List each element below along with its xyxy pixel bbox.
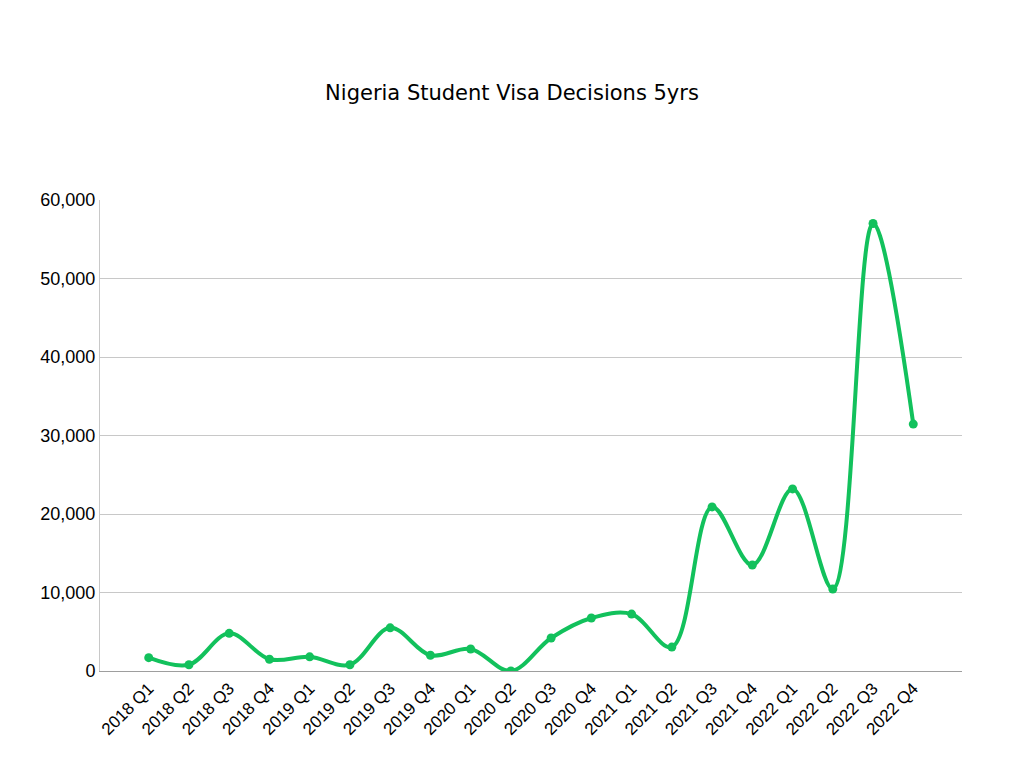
svg-text:2022 Q3: 2022 Q3 bbox=[822, 679, 882, 739]
svg-text:2020 Q2: 2020 Q2 bbox=[460, 679, 520, 739]
svg-text:2018 Q2: 2018 Q2 bbox=[138, 679, 198, 739]
svg-text:2019 Q4: 2019 Q4 bbox=[380, 679, 440, 739]
svg-text:2021 Q3: 2021 Q3 bbox=[661, 679, 721, 739]
svg-text:2018 Q1: 2018 Q1 bbox=[98, 679, 158, 739]
svg-text:10,000: 10,000 bbox=[40, 583, 95, 603]
svg-text:2019 Q2: 2019 Q2 bbox=[299, 679, 359, 739]
svg-text:2018 Q3: 2018 Q3 bbox=[178, 679, 238, 739]
svg-text:20,000: 20,000 bbox=[40, 504, 95, 524]
svg-text:2022 Q2: 2022 Q2 bbox=[782, 679, 842, 739]
svg-text:2020 Q3: 2020 Q3 bbox=[500, 679, 560, 739]
svg-text:2021 Q2: 2021 Q2 bbox=[621, 679, 681, 739]
svg-text:2020 Q4: 2020 Q4 bbox=[541, 679, 601, 739]
svg-text:2022 Q4: 2022 Q4 bbox=[863, 679, 923, 739]
svg-text:2018 Q4: 2018 Q4 bbox=[219, 679, 279, 739]
svg-text:2020 Q1: 2020 Q1 bbox=[420, 679, 480, 739]
svg-text:0: 0 bbox=[85, 661, 95, 681]
svg-text:30,000: 30,000 bbox=[40, 426, 95, 446]
svg-text:2021 Q4: 2021 Q4 bbox=[702, 679, 762, 739]
svg-text:2022 Q1: 2022 Q1 bbox=[742, 679, 802, 739]
svg-text:50,000: 50,000 bbox=[40, 269, 95, 289]
svg-text:40,000: 40,000 bbox=[40, 347, 95, 367]
svg-text:2019 Q1: 2019 Q1 bbox=[259, 679, 319, 739]
svg-text:60,000: 60,000 bbox=[40, 190, 95, 210]
svg-text:Nigeria Student Visa Decisions: Nigeria Student Visa Decisions 5yrs bbox=[325, 81, 699, 105]
svg-text:2021 Q1: 2021 Q1 bbox=[581, 679, 641, 739]
svg-text:2019 Q3: 2019 Q3 bbox=[339, 679, 399, 739]
